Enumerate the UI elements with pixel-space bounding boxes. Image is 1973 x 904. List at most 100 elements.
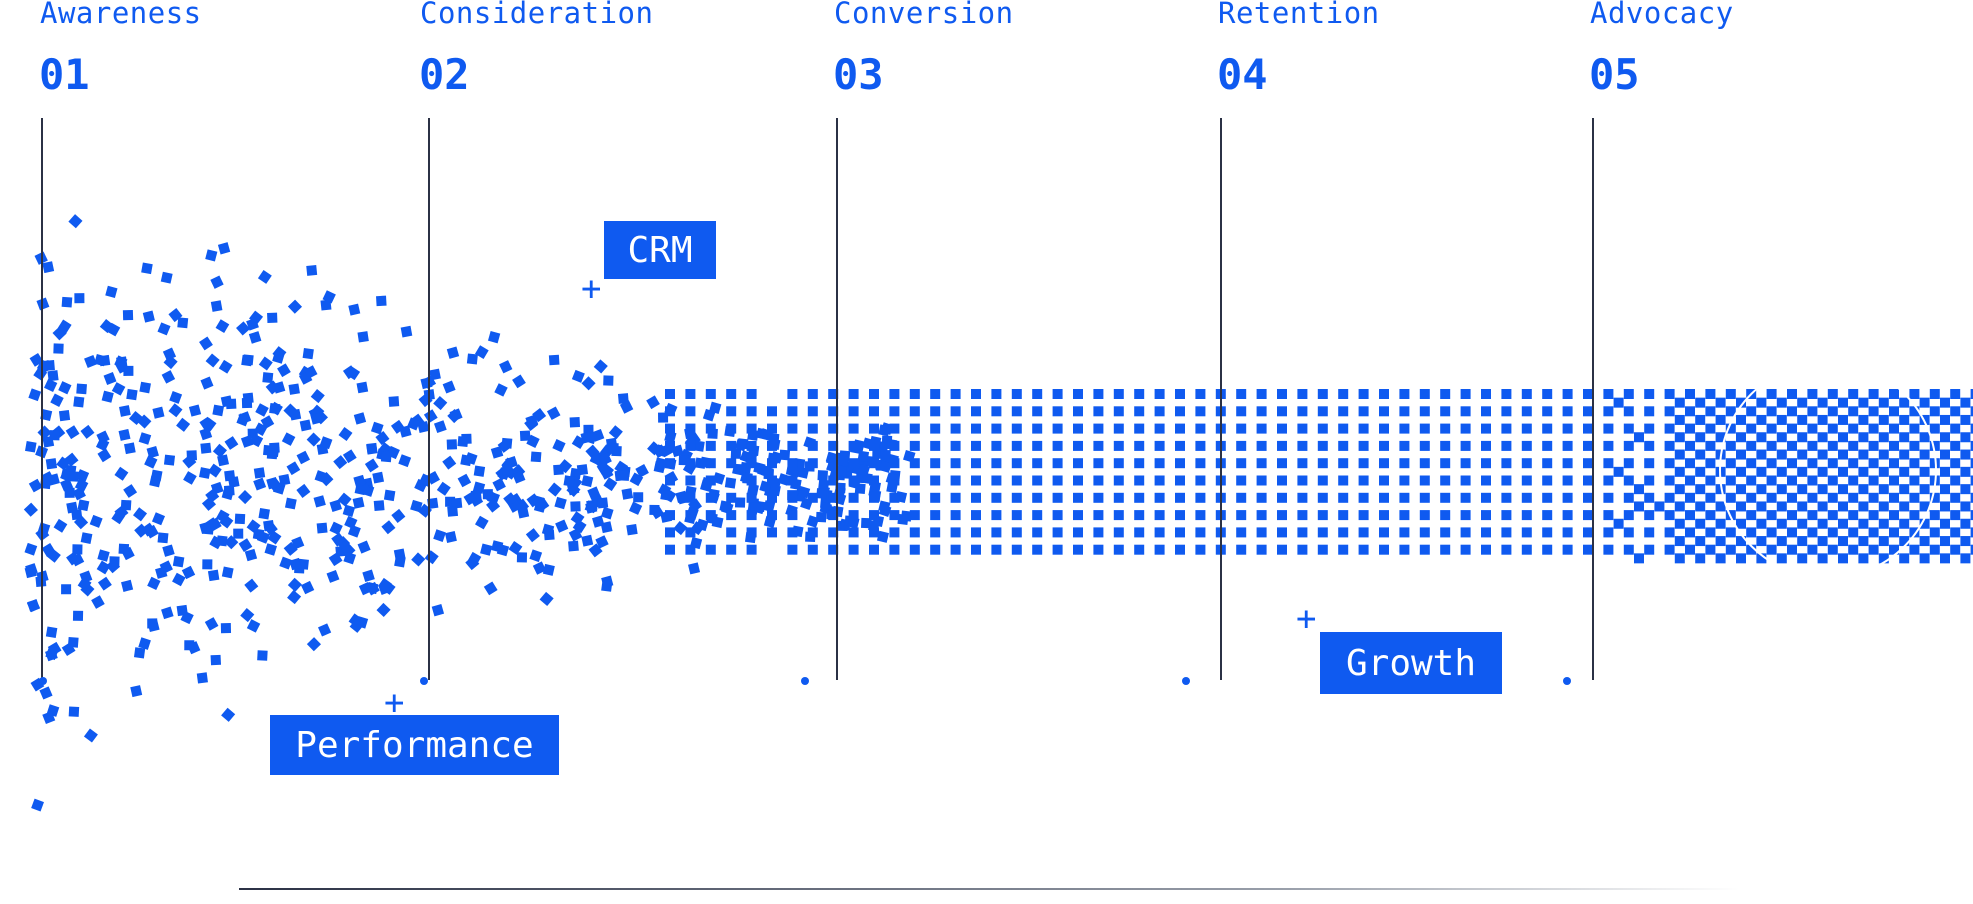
particle-square [1011, 492, 1022, 503]
particle-square [269, 402, 281, 415]
particle-square [224, 436, 239, 450]
particle-square [73, 396, 85, 408]
particle-square [1052, 544, 1063, 555]
particle-square [581, 376, 596, 391]
particle-square [787, 458, 798, 469]
particle-square [685, 389, 696, 399]
particle-square [1807, 440, 1818, 451]
particle-square [1032, 406, 1043, 417]
particle-square [685, 475, 696, 486]
particle-square [685, 527, 696, 538]
particle-square [61, 296, 73, 308]
particle-square [1032, 423, 1043, 434]
particle-square [372, 471, 385, 484]
particle-square [1011, 423, 1022, 434]
particle-square [1623, 423, 1634, 434]
particle-square [1797, 518, 1808, 529]
particle-square [1664, 475, 1675, 486]
particle-square [1317, 527, 1328, 538]
particle-square [1797, 501, 1808, 512]
particle-square [357, 331, 369, 343]
particle-square [444, 531, 457, 543]
particle-square [554, 496, 567, 510]
particle-square [950, 544, 961, 555]
particle-square [971, 440, 981, 451]
particle-square [1317, 423, 1328, 434]
particle-square [1481, 492, 1491, 503]
particle-square [1338, 440, 1349, 451]
particle-square [1154, 544, 1165, 555]
particle-square [329, 499, 343, 513]
particle-square [1664, 492, 1675, 503]
particle-square [1603, 406, 1614, 417]
particle-square [1501, 475, 1512, 486]
particle-square [31, 798, 44, 812]
particle-square [1236, 458, 1247, 469]
particle-square [1634, 553, 1644, 564]
particle-square [1542, 458, 1553, 469]
particle-square [828, 389, 839, 399]
particle-square [1297, 423, 1308, 434]
particle-square [217, 242, 231, 255]
particle-square [1725, 492, 1736, 503]
particle-square [1440, 440, 1451, 451]
particle-square [429, 368, 441, 381]
particle-square [589, 452, 603, 466]
particle-square [1113, 527, 1124, 538]
particle-square [1603, 440, 1614, 451]
particle-square [172, 572, 186, 587]
particle-square [1674, 518, 1685, 529]
particle-square [66, 501, 78, 514]
particle-square [442, 455, 457, 470]
particle-square [147, 618, 158, 629]
particle-square [1868, 544, 1879, 555]
particle-square [889, 389, 900, 399]
particle-square [199, 336, 213, 351]
particle-square [1797, 536, 1808, 547]
particle-square [447, 505, 459, 517]
particle-square [1899, 432, 1910, 443]
particle-square [1236, 527, 1247, 538]
particle-square [1766, 423, 1777, 434]
particle-square [141, 262, 153, 275]
particle-square [1358, 510, 1369, 521]
particle-square [1807, 475, 1818, 486]
particle-square [1878, 449, 1889, 460]
particle-square [1950, 527, 1961, 538]
particle-square [1664, 544, 1675, 555]
particle-square [80, 532, 93, 544]
particle-square [1878, 518, 1889, 529]
particle-square [685, 458, 696, 469]
particle-square [1827, 510, 1838, 521]
particle-square [1756, 518, 1767, 529]
particle-square [1297, 406, 1308, 417]
particle-square [1195, 389, 1206, 399]
stage-number-01: 01 [39, 50, 90, 99]
particle-square [1950, 389, 1961, 399]
particle-square [77, 577, 92, 591]
particle-square [1236, 492, 1247, 503]
particle-square [1766, 475, 1777, 486]
particle-square [1674, 414, 1685, 425]
particle-square [1970, 475, 1973, 486]
particle-square [141, 522, 156, 537]
particle-square [1297, 475, 1308, 486]
particle-square [1032, 510, 1043, 521]
particle-square [123, 442, 136, 455]
particle-square [848, 406, 859, 417]
particle-square [176, 604, 188, 617]
particle-square [1399, 423, 1410, 434]
particle-square [746, 440, 757, 451]
particle-square [133, 507, 148, 522]
particle-square [828, 440, 839, 451]
particle-square [1623, 527, 1634, 538]
particle-square [1562, 458, 1573, 469]
particle-square [1695, 466, 1706, 477]
particle-square [1685, 423, 1695, 434]
particle-square [1848, 389, 1859, 399]
particle-square [50, 393, 64, 407]
particle-square [1460, 406, 1471, 417]
particle-square [474, 515, 489, 530]
particle-square [126, 388, 138, 401]
particle-square [342, 365, 357, 380]
